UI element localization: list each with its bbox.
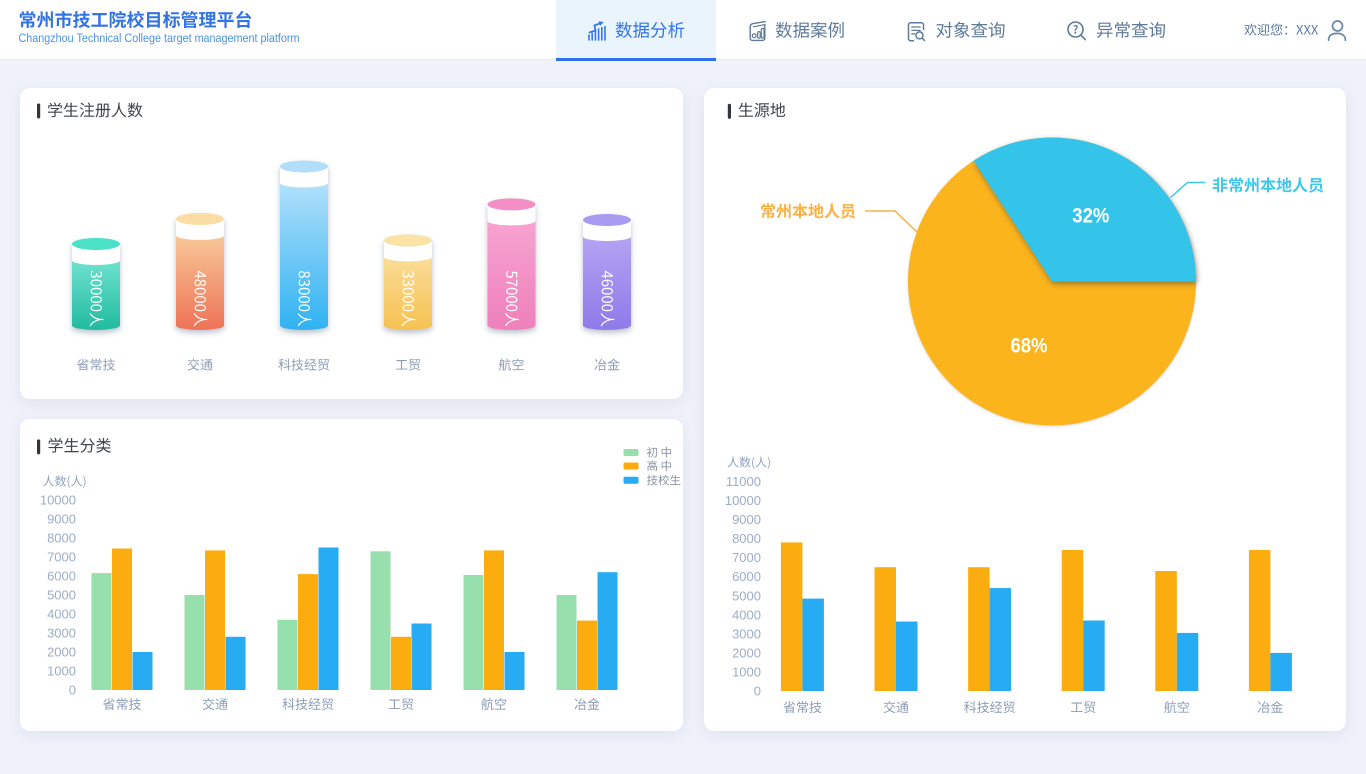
svg-text:4000: 4000 bbox=[47, 607, 76, 622]
svg-text:11000: 11000 bbox=[726, 474, 761, 489]
svg-text:10000: 10000 bbox=[40, 493, 76, 508]
svg-text:2000: 2000 bbox=[47, 645, 76, 660]
svg-text:4000: 4000 bbox=[732, 607, 761, 622]
svg-text:0: 0 bbox=[754, 684, 761, 699]
svg-text:5000: 5000 bbox=[732, 588, 761, 603]
svg-text:6000: 6000 bbox=[732, 569, 761, 584]
svg-text:8000: 8000 bbox=[47, 531, 76, 546]
svg-text:8000: 8000 bbox=[732, 531, 761, 546]
svg-text:6000: 6000 bbox=[47, 569, 76, 584]
svg-text:5000: 5000 bbox=[47, 588, 76, 603]
svg-text:3000: 3000 bbox=[732, 626, 761, 641]
svg-text:2000: 2000 bbox=[732, 645, 761, 660]
svg-text:Changzhou Technical College ta: Changzhou Technical College target manag… bbox=[19, 31, 300, 45]
svg-text:1000: 1000 bbox=[47, 664, 76, 679]
svg-text:3000: 3000 bbox=[47, 626, 76, 641]
svg-text:10000: 10000 bbox=[725, 493, 761, 508]
svg-text:7000: 7000 bbox=[47, 550, 76, 565]
svg-text:32%: 32% bbox=[1072, 203, 1109, 227]
svg-text:1000: 1000 bbox=[732, 664, 761, 679]
svg-text:9000: 9000 bbox=[47, 512, 76, 527]
svg-text:9000: 9000 bbox=[732, 512, 761, 527]
svg-text:68%: 68% bbox=[1011, 333, 1048, 357]
svg-text:7000: 7000 bbox=[732, 550, 761, 565]
svg-text:0: 0 bbox=[69, 683, 76, 698]
